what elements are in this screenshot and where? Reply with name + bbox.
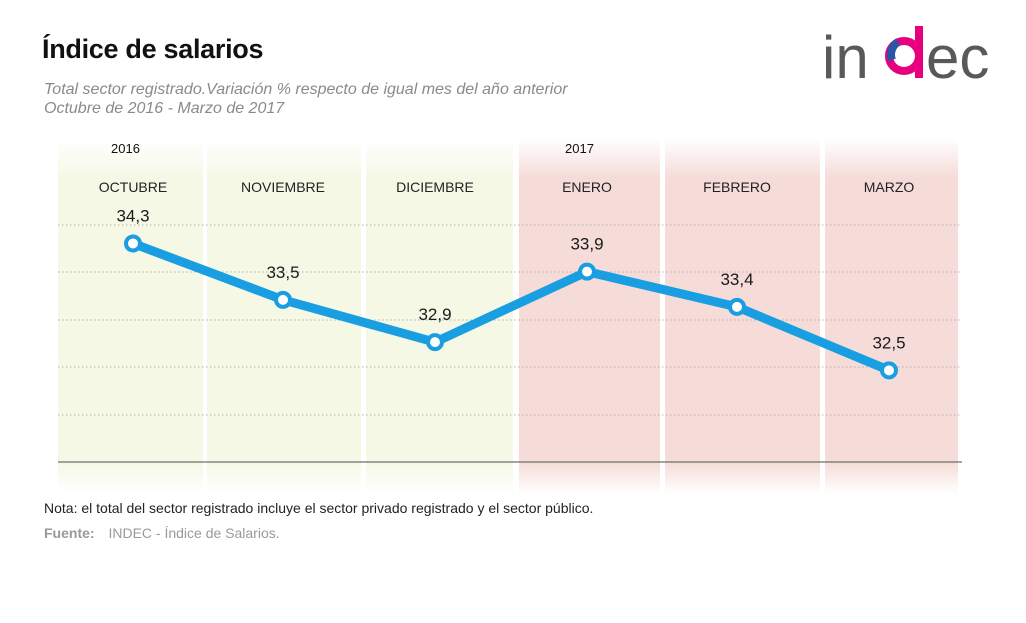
- data-point: [426, 333, 444, 352]
- logo-text-ec: ec: [926, 24, 989, 90]
- data-label: 33,4: [720, 270, 753, 289]
- year-label: 2017: [565, 141, 594, 156]
- series-line: [128, 238, 894, 375]
- chart-note: Nota: el total del sector registrado inc…: [44, 500, 594, 516]
- data-point: [880, 361, 898, 380]
- data-label: 33,9: [570, 235, 603, 254]
- logo-d-stem: [915, 26, 923, 78]
- chart-source: Fuente: INDEC - Índice de Salarios.: [44, 525, 280, 541]
- data-label: 34,3: [116, 206, 149, 225]
- data-point: [578, 262, 596, 281]
- x-tick-label: DICIEMBRE: [396, 179, 474, 195]
- month-band: [825, 140, 958, 494]
- indec-logo: in ec: [822, 24, 989, 90]
- x-tick-label: NOVIEMBRE: [241, 179, 325, 195]
- x-tick-label: OCTUBRE: [99, 179, 167, 195]
- data-label: 32,9: [418, 305, 451, 324]
- chart-subtitle: Total sector registrado.Variación % resp…: [44, 80, 568, 118]
- x-tick-label: FEBRERO: [703, 179, 771, 195]
- data-label: 32,5: [872, 333, 905, 352]
- data-point: [274, 290, 292, 309]
- subtitle-line-1: Total sector registrado.Variación % resp…: [44, 81, 568, 98]
- data-point: [124, 234, 142, 253]
- bottom-fade: [50, 462, 970, 494]
- page-title: Índice de salarios: [42, 34, 264, 64]
- month-band: [58, 140, 203, 494]
- top-fade: [50, 138, 970, 178]
- month-band: [665, 140, 820, 494]
- source-text: INDEC - Índice de Salarios.: [108, 525, 280, 541]
- data-label: 33,5: [266, 263, 299, 282]
- data-point: [728, 297, 746, 316]
- x-tick-label: ENERO: [562, 179, 612, 195]
- logo-d-accent: [887, 38, 901, 62]
- x-tick-label: MARZO: [864, 179, 915, 195]
- subtitle-line-2: Octubre de 2016 - Marzo de 2017: [44, 100, 285, 117]
- logo-text-i: in: [822, 24, 869, 90]
- month-band: [519, 140, 660, 494]
- source-label: Fuente:: [44, 525, 95, 541]
- year-label: 2016: [111, 141, 140, 156]
